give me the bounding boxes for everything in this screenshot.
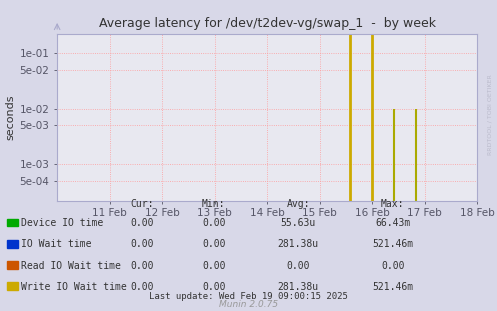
Text: 0.00: 0.00 — [130, 218, 154, 228]
Y-axis label: seconds: seconds — [5, 95, 15, 140]
Text: 55.63u: 55.63u — [281, 218, 316, 228]
Text: 281.38u: 281.38u — [278, 282, 319, 292]
Text: 0.00: 0.00 — [130, 261, 154, 271]
Text: Avg:: Avg: — [286, 199, 310, 209]
Text: 66.43m: 66.43m — [375, 218, 410, 228]
Text: 0.00: 0.00 — [286, 261, 310, 271]
Text: 281.38u: 281.38u — [278, 239, 319, 249]
Title: Average latency for /dev/t2dev-vg/swap_1  -  by week: Average latency for /dev/t2dev-vg/swap_1… — [98, 17, 436, 30]
Text: Device IO time: Device IO time — [21, 218, 103, 228]
Text: 0.00: 0.00 — [202, 239, 226, 249]
Text: Min:: Min: — [202, 199, 226, 209]
Text: Last update: Wed Feb 19 09:00:15 2025: Last update: Wed Feb 19 09:00:15 2025 — [149, 292, 348, 301]
Text: 0.00: 0.00 — [381, 261, 405, 271]
Text: IO Wait time: IO Wait time — [21, 239, 91, 249]
Text: Cur:: Cur: — [130, 199, 154, 209]
Text: 521.46m: 521.46m — [372, 282, 413, 292]
Text: 0.00: 0.00 — [202, 261, 226, 271]
Text: 0.00: 0.00 — [202, 282, 226, 292]
Text: RRDTOOL / TOBI OETIKER: RRDTOOL / TOBI OETIKER — [487, 75, 492, 156]
Text: Max:: Max: — [381, 199, 405, 209]
Text: 0.00: 0.00 — [130, 282, 154, 292]
Text: 521.46m: 521.46m — [372, 239, 413, 249]
Text: Read IO Wait time: Read IO Wait time — [21, 261, 121, 271]
Text: 0.00: 0.00 — [202, 218, 226, 228]
Text: 0.00: 0.00 — [130, 239, 154, 249]
Text: Munin 2.0.75: Munin 2.0.75 — [219, 300, 278, 309]
Text: Write IO Wait time: Write IO Wait time — [21, 282, 127, 292]
